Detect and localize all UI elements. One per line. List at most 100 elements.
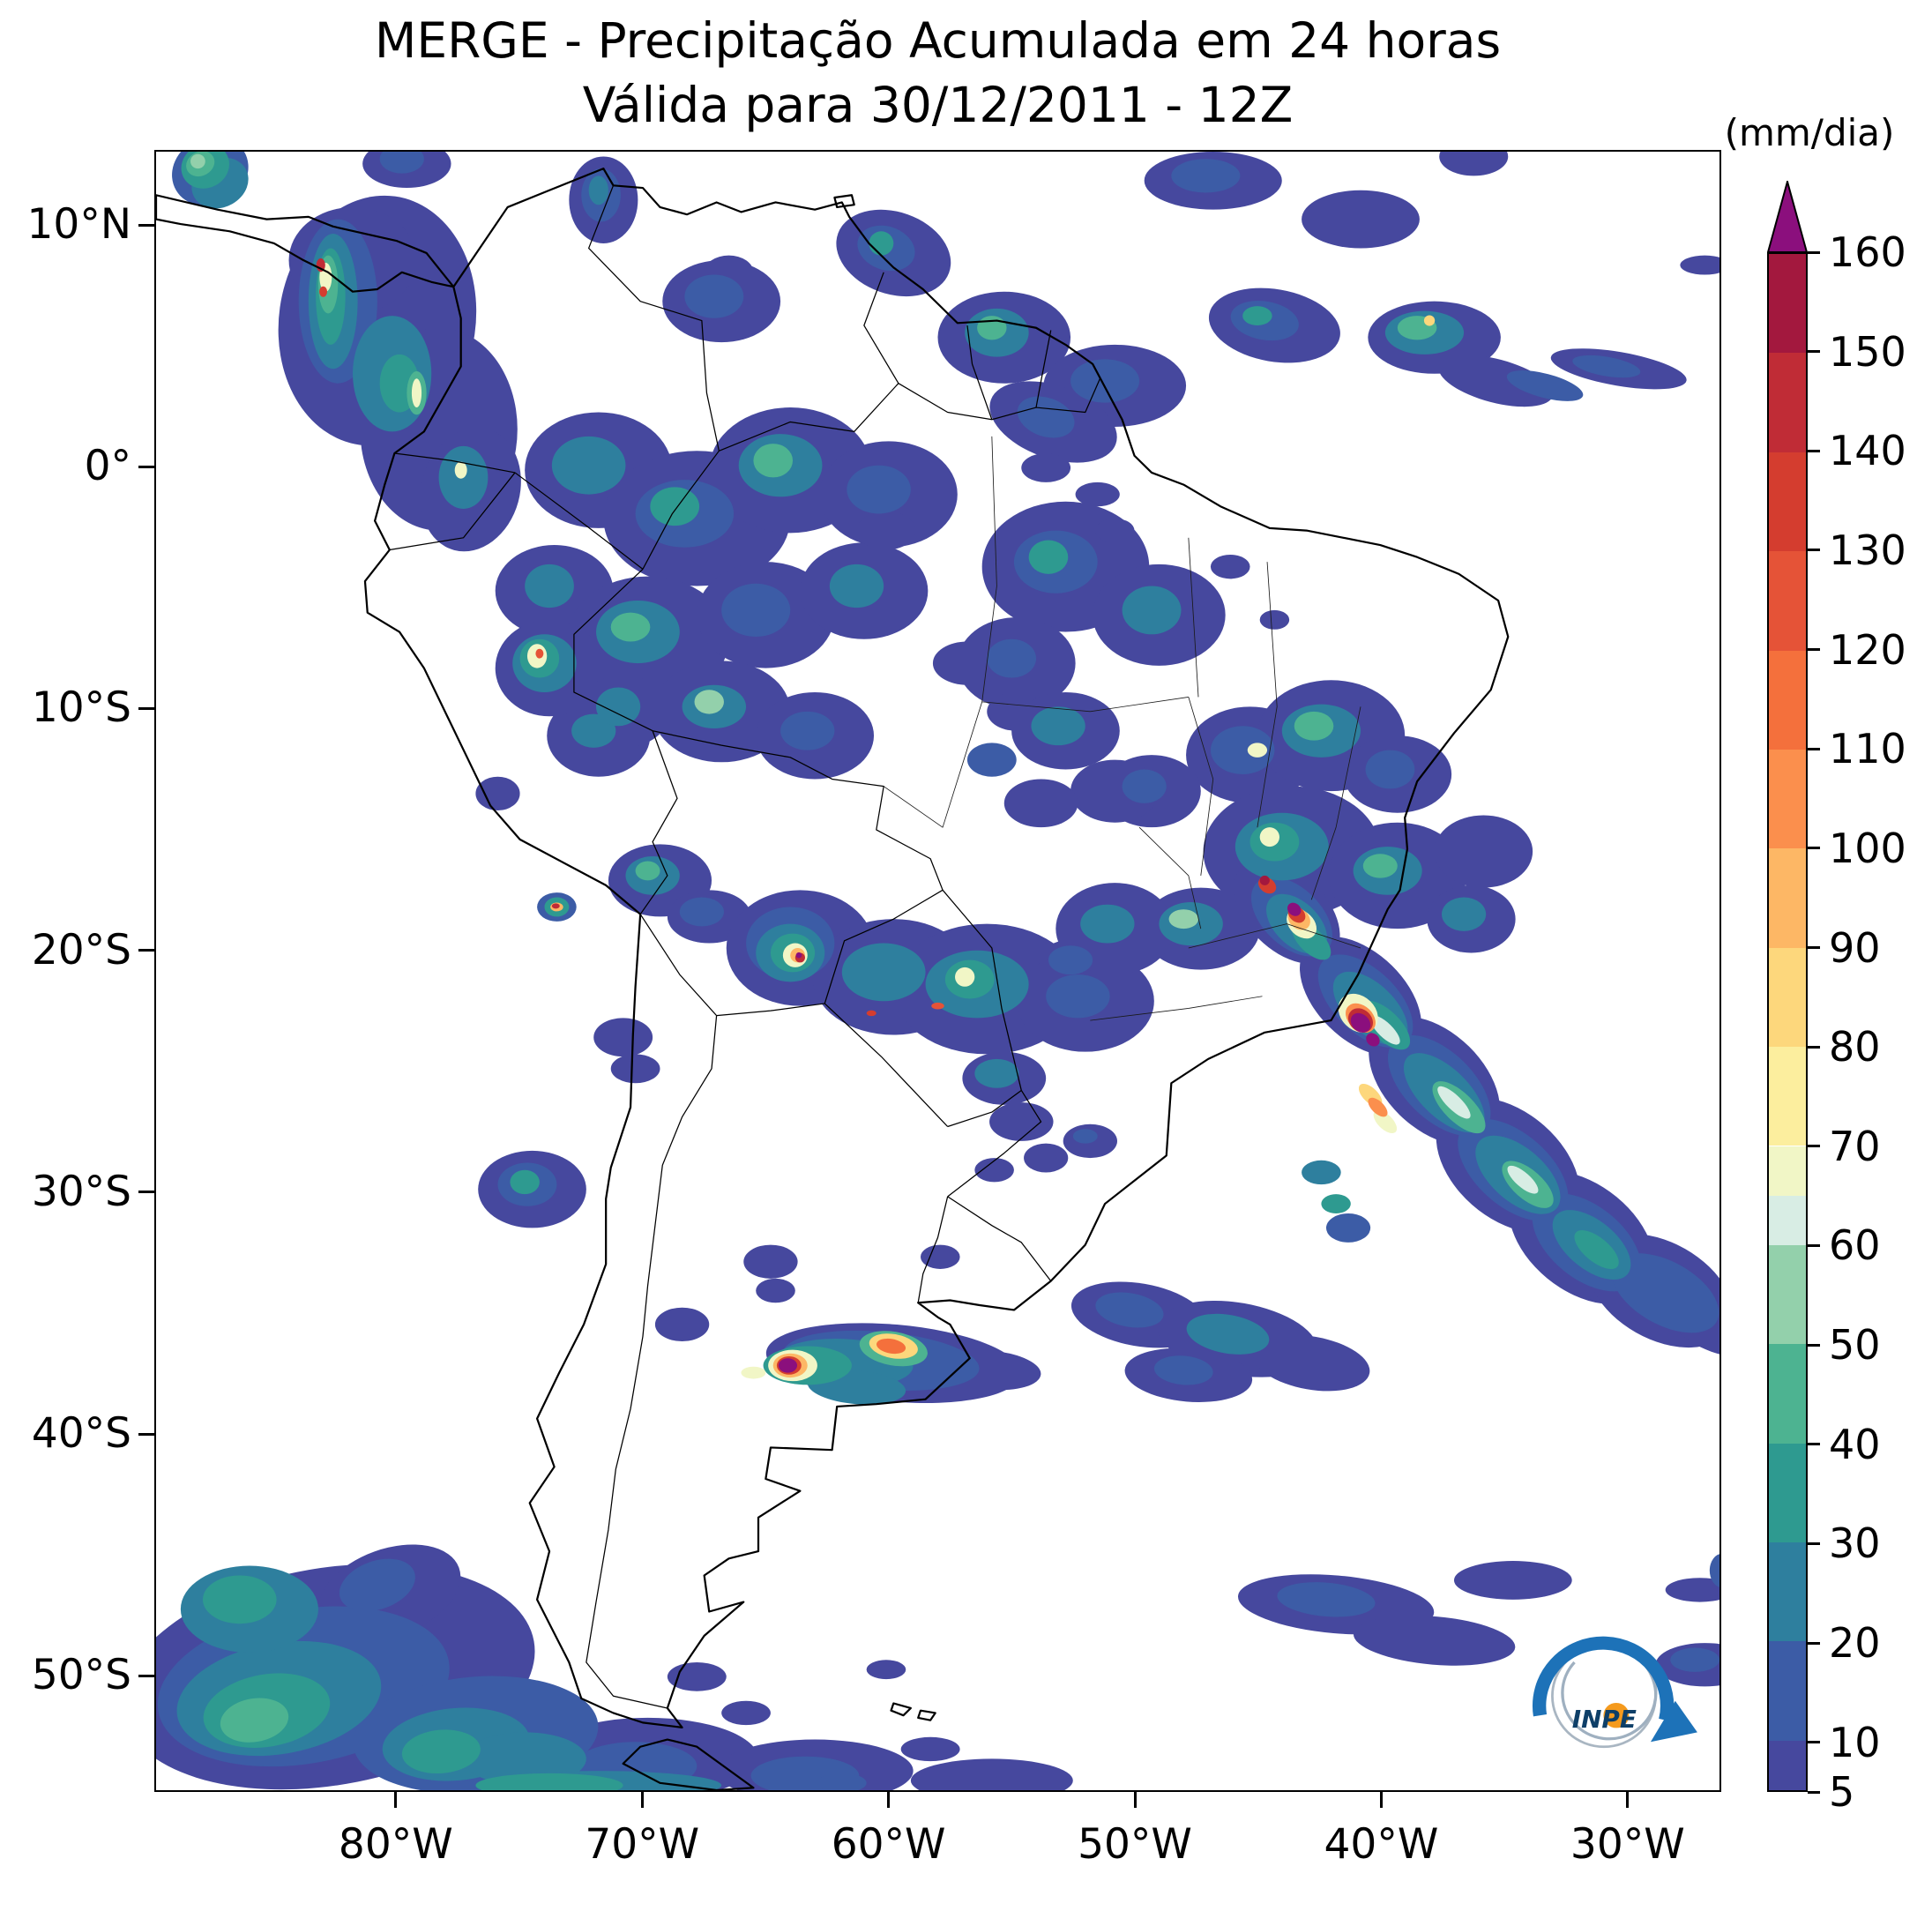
colorbar-tick-label: 130 [1829,526,1906,574]
precip-blob [910,1758,1073,1790]
colorbar-unit-label: (mm/dia) [1724,111,1895,154]
precip-blob [1153,1355,1213,1385]
precip-blob [1031,706,1085,746]
precip-blob [535,648,544,659]
precip-blob [1366,1033,1380,1047]
colorbar-tick [1808,1541,1820,1545]
precip-blob [1028,540,1069,574]
precip-blob [1168,909,1198,929]
lon-tick-label: 60°W [831,1820,946,1869]
precip-blob [1003,779,1078,828]
precip-blob [955,967,975,987]
precip-blob [319,286,328,297]
precip-blob [1259,609,1290,630]
colorbar-segment [1769,1443,1806,1543]
precip-blob [1365,750,1415,789]
country-borders [389,185,1101,1709]
colorbar-tick [1808,946,1820,950]
precip-blob [339,1558,415,1612]
precip-blob [220,1698,289,1743]
precip-blob [1210,554,1250,579]
colorbar-extend-arrow [1767,181,1808,253]
colorbar-tick-label: 90 [1829,923,1881,972]
colorbar-segment [1769,1344,1806,1444]
precip-blob [571,713,616,748]
precip-blob [635,861,660,881]
precip-blob [1506,370,1584,401]
colorbar-tick [1808,1343,1820,1347]
precip-blob [932,641,1002,685]
precip-blob [1247,743,1268,758]
map-title: MERGE - Precipitação Acumulada em 24 hor… [374,12,1502,69]
colorbar-tick-label: 50 [1829,1321,1881,1370]
lat-tick-label: 20°S [31,925,131,974]
map-title-block: MERGE - Precipitação Acumulada em 24 hor… [154,9,1721,137]
colorbar-tick-label: 160 [1829,228,1906,276]
colorbar-tick-label: 140 [1829,427,1906,475]
lat-tick-label: 40°S [31,1409,131,1459]
lon-tick [394,1792,398,1808]
colorbar-tick-label: 20 [1829,1619,1881,1668]
lon-tick [1379,1792,1383,1808]
precip-blob [1021,453,1071,482]
precip-blob [654,1307,710,1342]
precip-blob [679,897,724,927]
colorbar-tick [1808,1741,1820,1744]
state-borders [883,436,1361,1021]
inpe-logo-swirl [1561,1661,1658,1741]
precip-blob [1095,1292,1164,1328]
precip-blob [1507,1165,1539,1194]
precip-blob [1072,1129,1098,1144]
precip-blob [1048,945,1093,975]
colorbar-tick-label: 150 [1829,327,1906,376]
precip-blob [1438,355,1554,407]
colorbar-segment [1769,749,1806,849]
colorbar-tick [1808,350,1820,354]
precip-blob [1437,1086,1471,1119]
colorbar-tick [1808,847,1820,850]
colorbar-tick [1808,549,1820,552]
colorbar-tick [1808,449,1820,452]
precip-blob [551,903,560,909]
colorbar-tick-label: 5 [1829,1768,1855,1816]
precip-blob [974,1158,1014,1183]
precip-blob [379,152,424,174]
colorbar-segment [1769,1244,1806,1345]
precip-blob [667,1661,727,1691]
precip-blob [1362,854,1398,878]
precip-blob [1277,1582,1376,1617]
lat-tick-label: 0° [84,442,131,491]
colorbar-tick-label: 110 [1829,725,1906,773]
colorbar-tick [1808,1790,1820,1794]
precip-blob [876,1338,906,1355]
lon-tick-label: 40°W [1324,1820,1439,1869]
precip-blob [610,1054,660,1084]
precip-blob [1441,897,1487,931]
precip-blob [721,1700,771,1726]
precip-blob [1665,1578,1719,1602]
precip-blob [1680,255,1719,275]
precip-blob [1453,1561,1572,1600]
precip-blob [829,564,884,608]
precip-blob [1294,711,1334,741]
precip-blob [931,1002,944,1010]
lon-tick [640,1792,644,1808]
inpe-logo-arrowhead [1650,1700,1697,1743]
precip-blob [866,1660,906,1680]
precip-blob [1572,355,1641,378]
colorbar-segment [1769,452,1806,552]
precip-blob [1350,1012,1371,1033]
precip-blob [743,1244,798,1279]
lon-tick-label: 70°W [585,1820,700,1869]
lat-tick-label: 50°S [31,1651,131,1700]
precip-blob [202,1575,277,1624]
lon-tick-label: 50°W [1078,1820,1192,1869]
precip-blob [1210,726,1275,774]
colorbar-segment [1769,353,1806,452]
precip-blob [817,1773,867,1790]
colorbar-tick-label: 40 [1829,1420,1881,1468]
precip-blob [841,943,926,1002]
colorbar-segment [1769,1047,1806,1146]
colorbar-segment [1769,254,1806,354]
